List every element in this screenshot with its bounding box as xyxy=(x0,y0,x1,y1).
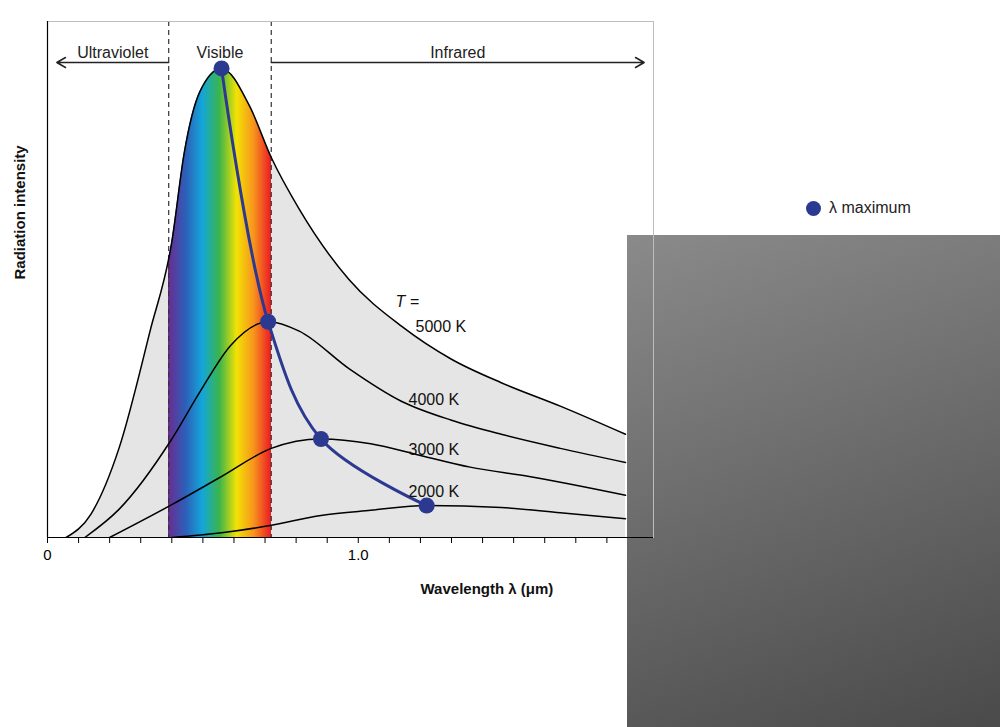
svg-text:Visible: Visible xyxy=(197,44,244,61)
svg-text:4000 K: 4000 K xyxy=(409,391,460,408)
svg-text:1.0: 1.0 xyxy=(348,546,369,563)
svg-text:Ultraviolet: Ultraviolet xyxy=(77,44,149,61)
svg-text:3000 K: 3000 K xyxy=(409,441,460,458)
svg-text:T =: T = xyxy=(396,293,420,310)
svg-text:2000 K: 2000 K xyxy=(409,483,460,500)
svg-text:5000 K: 5000 K xyxy=(416,318,467,335)
svg-text:Radiation intensity: Radiation intensity xyxy=(11,145,28,280)
svg-text:0: 0 xyxy=(43,546,51,563)
svg-text:Infrared: Infrared xyxy=(430,44,485,61)
svg-text:Wavelength λ (μm): Wavelength λ (μm) xyxy=(421,580,554,597)
html-text:λ maximum: λ maximum xyxy=(829,199,911,216)
